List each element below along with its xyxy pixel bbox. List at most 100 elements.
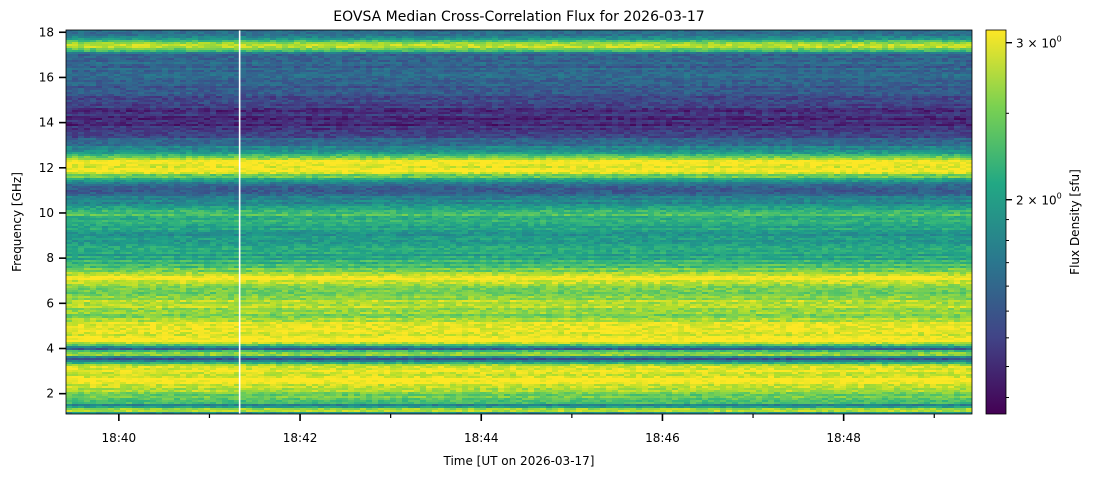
heatmap-cell <box>150 54 157 57</box>
heatmap-cell <box>204 36 211 39</box>
heatmap-cell <box>234 54 241 57</box>
heatmap-cell <box>708 44 715 47</box>
heatmap-cell <box>228 52 235 55</box>
heatmap-cell <box>906 40 913 43</box>
heatmap-cell <box>888 52 895 55</box>
heatmap-cell <box>372 46 379 49</box>
heatmap-cell <box>630 40 637 43</box>
heatmap-cell <box>882 48 889 51</box>
heatmap-cell <box>960 40 967 43</box>
heatmap-cell <box>132 42 139 45</box>
heatmap-cell <box>840 32 847 35</box>
heatmap-cell <box>738 60 745 63</box>
heatmap-cell <box>864 56 871 59</box>
heatmap-cell <box>402 52 409 55</box>
heatmap-cell <box>282 32 289 35</box>
heatmap-cell <box>444 58 451 61</box>
heatmap-cell <box>294 30 301 33</box>
heatmap-cell <box>690 52 697 55</box>
heatmap-cell <box>570 48 577 51</box>
heatmap-cell <box>828 32 835 35</box>
heatmap-cell <box>342 54 349 57</box>
heatmap-cell <box>252 52 259 55</box>
heatmap-cell <box>870 48 877 51</box>
heatmap-cell <box>528 30 535 33</box>
heatmap-cell <box>240 36 247 39</box>
heatmap-cell <box>786 46 793 49</box>
heatmap-cell <box>612 36 619 39</box>
heatmap-cell <box>300 36 307 39</box>
heatmap-cell <box>774 42 781 45</box>
heatmap-cell <box>846 30 853 33</box>
heatmap-cell <box>282 48 289 51</box>
heatmap-cell <box>666 42 673 45</box>
heatmap-cell <box>702 60 709 63</box>
heatmap-cell <box>918 50 925 53</box>
heatmap-cell <box>684 30 691 33</box>
heatmap-cell <box>348 58 355 61</box>
heatmap-cell <box>384 48 391 51</box>
heatmap-cell <box>816 54 823 57</box>
heatmap-cell <box>258 62 265 65</box>
heatmap-cell <box>192 34 199 37</box>
heatmap-cell <box>78 40 85 43</box>
heatmap-cell <box>834 48 841 51</box>
heatmap-cell <box>378 40 385 43</box>
heatmap-cell <box>210 36 217 39</box>
heatmap-cell <box>90 44 97 47</box>
heatmap-cell <box>588 40 595 43</box>
heatmap-cell <box>768 32 775 35</box>
heatmap-cell <box>870 30 877 33</box>
heatmap-cell <box>510 36 517 39</box>
heatmap-cell <box>78 32 85 35</box>
heatmap-cell <box>534 56 541 59</box>
heatmap-cell <box>114 50 121 53</box>
heatmap-cell <box>486 32 493 35</box>
heatmap-cell <box>384 38 391 41</box>
heatmap-cell <box>702 34 709 37</box>
heatmap-cell <box>138 58 145 61</box>
heatmap-cell <box>942 38 949 41</box>
heatmap-cell <box>150 60 157 63</box>
heatmap-cell <box>744 40 751 43</box>
heatmap-cell <box>354 48 361 51</box>
heatmap-cell <box>534 46 541 49</box>
heatmap-cell <box>732 38 739 41</box>
heatmap-cell <box>432 52 439 55</box>
heatmap-cell <box>126 54 133 57</box>
heatmap-cell <box>312 48 319 51</box>
heatmap-cell <box>84 60 91 63</box>
heatmap-cell <box>156 30 163 33</box>
heatmap-cell <box>228 36 235 39</box>
heatmap-cell <box>774 40 781 43</box>
heatmap-cell <box>438 36 445 39</box>
heatmap-cell <box>294 34 301 37</box>
heatmap-cell <box>258 48 265 51</box>
heatmap-cell <box>882 52 889 55</box>
heatmap-cell <box>756 60 763 63</box>
heatmap-cell <box>402 56 409 59</box>
heatmap-cell <box>528 42 535 45</box>
heatmap-cell <box>582 58 589 61</box>
heatmap-cell <box>522 42 529 45</box>
heatmap-cell <box>504 38 511 41</box>
heatmap-cell <box>390 48 397 51</box>
heatmap-cell <box>468 42 475 45</box>
heatmap-cell <box>744 32 751 35</box>
heatmap-cell <box>108 52 115 55</box>
heatmap-cell <box>78 48 85 51</box>
heatmap-cell <box>858 42 865 45</box>
heatmap-cell <box>474 44 481 47</box>
heatmap-cell <box>666 50 673 53</box>
heatmap-cell <box>282 58 289 61</box>
heatmap-cell <box>276 44 283 47</box>
heatmap-cell <box>606 50 613 53</box>
heatmap-cell <box>840 46 847 49</box>
heatmap-cell <box>84 56 91 59</box>
heatmap-cell <box>324 32 331 35</box>
heatmap-cell <box>540 44 547 47</box>
heatmap-cell <box>684 40 691 43</box>
heatmap-cell <box>666 54 673 57</box>
heatmap-cell <box>594 56 601 59</box>
heatmap-cell <box>906 32 913 35</box>
